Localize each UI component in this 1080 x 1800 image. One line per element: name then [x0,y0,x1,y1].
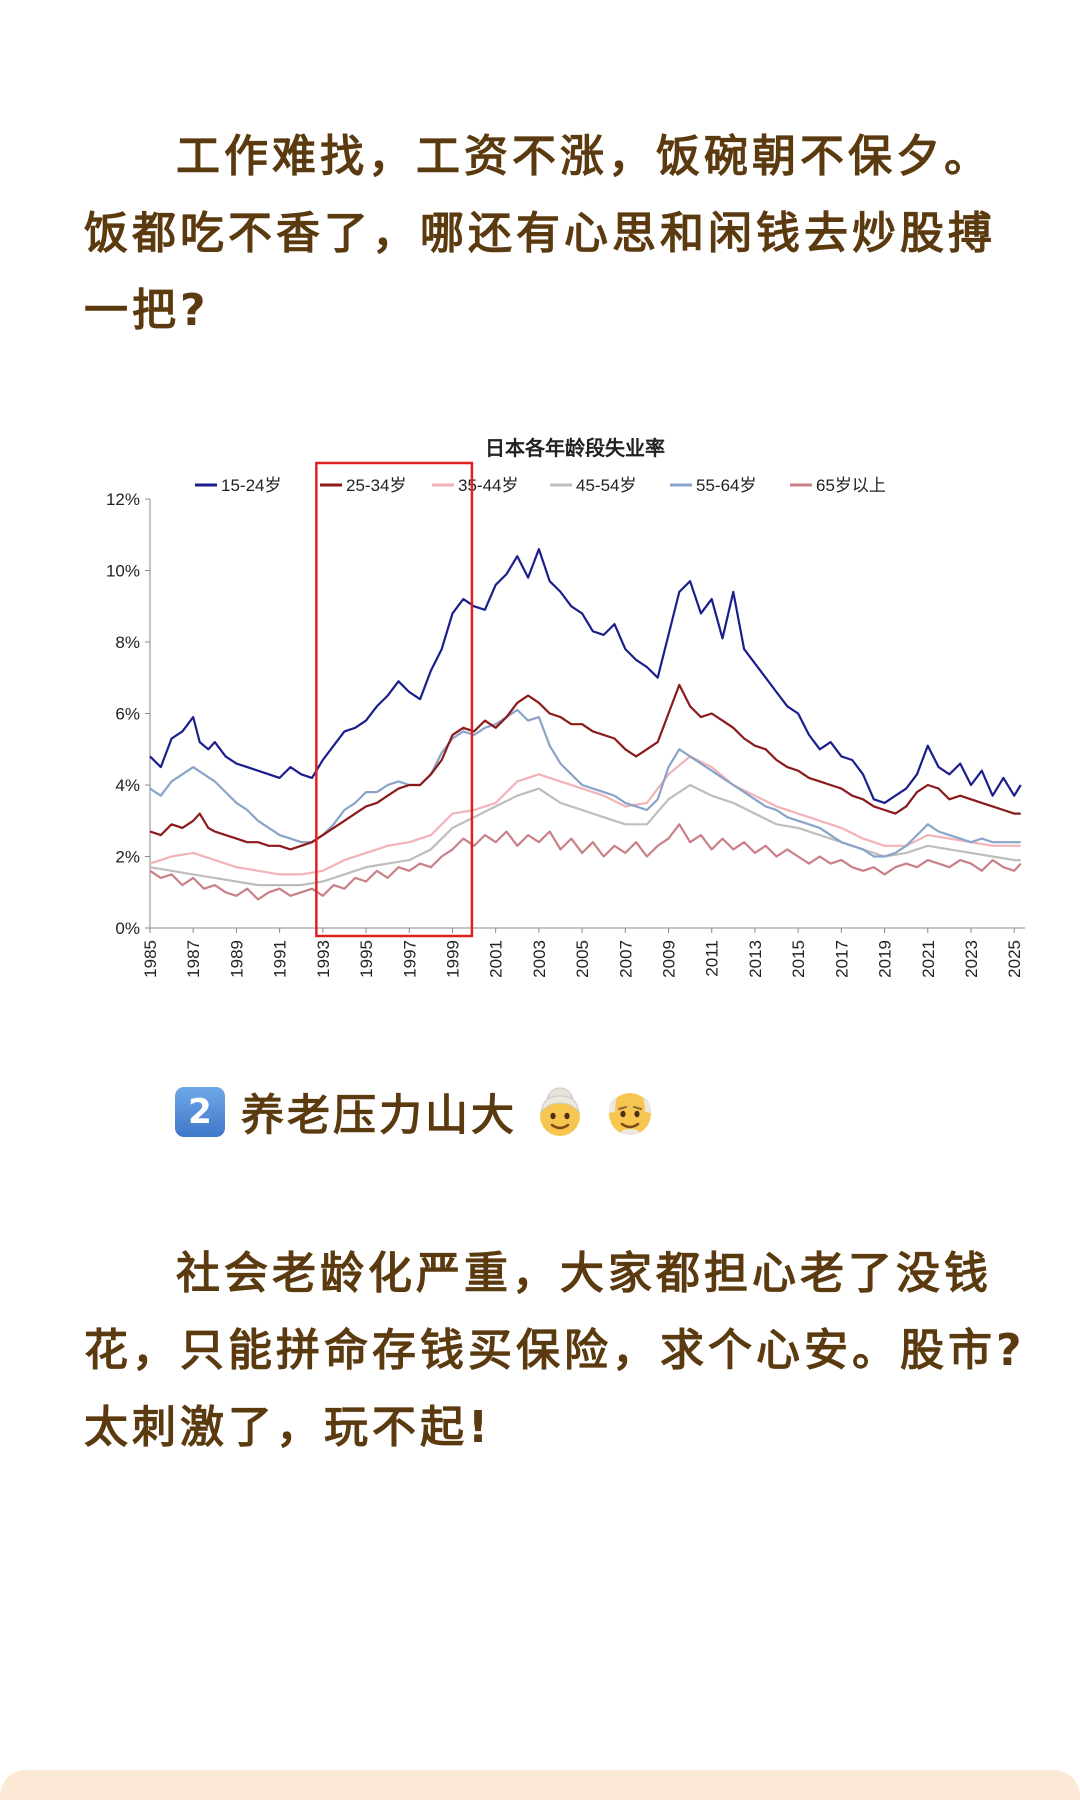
series-line-65岁以上 [149,823,1022,901]
x-tick-label: 2005 [573,940,592,978]
y-tick-label: 2% [115,848,140,867]
intro-paragraph-text: 工作难找，工资不涨，饭碗朝不保夕。饭都吃不香了，哪还有心思和闲钱去炒股搏一把? [84,131,996,336]
legend-label: 55-64岁 [696,476,756,495]
section-2-heading: 2 养老压力山大 [175,1082,657,1142]
x-tick-label: 1987 [184,940,203,978]
x-tick-label: 2017 [832,940,851,978]
x-tick-label: 1989 [227,940,246,978]
y-tick-label: 0% [115,919,140,938]
x-tick-label: 1999 [443,940,462,978]
x-tick-label: 2007 [616,940,635,978]
section-2-title: 养老压力山大 [241,1091,517,1141]
x-tick-label: 1985 [141,940,160,978]
older-woman-emoji-icon [540,1087,580,1136]
x-tick-label: 2013 [746,940,765,978]
y-tick-label: 12% [106,490,140,509]
section-2-paragraph-text: 社会老龄化严重，大家都担心老了没钱花，只能拼命存钱买保险，求个心安。股市?太刺激… [84,1248,1026,1453]
series-line-35-44岁 [149,755,1021,876]
x-tick-label: 2023 [962,940,981,978]
chart-series [149,547,1022,901]
chart-legend: 15-24岁 25-34岁 35-44岁 45-54岁 55-64岁 65岁以上 [195,476,886,495]
x-tick-label: 1991 [271,940,290,978]
x-tick-label: 2009 [660,940,679,978]
legend-label: 45-54岁 [576,476,636,495]
y-tick-label: 8% [115,633,140,652]
y-tick-label: 10% [106,562,140,581]
x-tick-label: 2025 [1005,940,1024,978]
x-tick-label: 2021 [919,940,938,978]
section-2-paragraph: 社会老龄化严重，大家都担心老了没钱花，只能拼命存钱买保险，求个心安。股市?太刺激… [84,1235,1039,1466]
x-tick-label: 2001 [487,940,506,978]
chart-title: 日本各年龄段失业率 [485,436,665,460]
series-line-15-24岁 [149,547,1022,804]
x-tick-label: 2011 [703,940,722,977]
keycap-number-badge: 2 [175,1087,225,1137]
bottom-bar [0,1770,1080,1800]
x-axis: 1985 1987 1989 1991 1993 1995 1997 1999 2001 2003… [141,927,1025,978]
x-tick-label: 2015 [789,940,808,978]
x-tick-label: 2003 [530,940,549,978]
intro-paragraph: 工作难找，工资不涨，饭碗朝不保夕。饭都吃不香了，哪还有心思和闲钱去炒股搏一把? [84,118,1039,349]
x-tick-label: 1997 [400,940,419,978]
legend-label: 15-24岁 [221,476,281,495]
y-tick-label: 6% [115,705,140,724]
series-line-25-34岁 [149,683,1021,851]
older-man-emoji-icon [609,1093,651,1135]
x-tick-label: 2019 [876,940,895,978]
legend-label: 35-44岁 [458,476,518,495]
x-tick-label: 1995 [357,940,376,978]
x-tick-label: 1993 [314,940,333,978]
unemployment-chart: 日本各年龄段失业率 15-24岁 25-34岁 35-44岁 45-54岁 55-64岁… [106,436,1025,978]
y-tick-label: 4% [115,776,140,795]
legend-label: 25-34岁 [346,476,406,495]
legend-label: 65岁以上 [816,476,886,495]
y-axis: 0% 2% 4% 6% 8% 10% 12% [106,490,151,938]
highlight-box [315,461,474,938]
series-line-55-64岁 [149,708,1021,858]
